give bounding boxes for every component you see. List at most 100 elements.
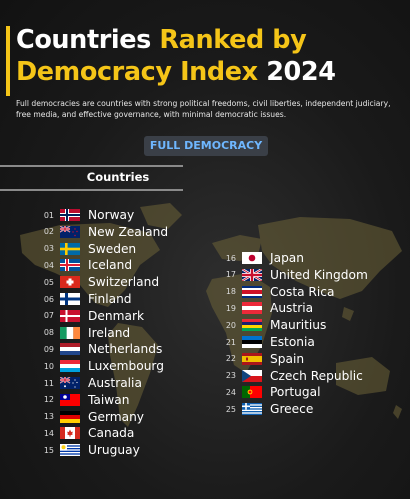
divider-bottom — [0, 189, 183, 191]
country-name: Canada — [88, 426, 135, 441]
country-row: 24 Portugal — [216, 384, 321, 400]
canada-flag — [60, 427, 80, 440]
country-row: 10 Luxembourg — [34, 358, 164, 374]
country-name: Taiwan — [88, 392, 130, 407]
norway-flag — [60, 209, 80, 221]
country-name: Ireland — [88, 325, 131, 340]
rank-number: 04 — [43, 260, 54, 270]
country-row: 23 Czech Republic — [216, 368, 363, 384]
country-name: Denmark — [88, 308, 145, 323]
country-name: New Zealand — [88, 224, 169, 239]
finland-flag — [60, 293, 80, 305]
rank-number: 01 — [43, 210, 54, 220]
portugal-flag — [242, 386, 262, 399]
country-row: 21 Estonia — [216, 334, 315, 350]
czech-republic-flag — [242, 369, 262, 382]
country-row: 02 New Zealand — [34, 224, 168, 240]
country-name: Australia — [88, 376, 142, 390]
luxembourg-flag — [60, 360, 80, 373]
rank-number: 11 — [43, 378, 54, 388]
australia-flag — [60, 377, 80, 389]
rank-number: 06 — [43, 294, 54, 304]
rank-number: 13 — [43, 412, 54, 422]
country-row: 04 Iceland — [34, 257, 132, 273]
spain-flag — [242, 352, 262, 365]
rank-number: 05 — [43, 277, 54, 287]
country-name: Austria — [270, 301, 314, 316]
mauritius-flag — [242, 319, 262, 332]
country-row: 20 Mauritius — [216, 317, 327, 333]
country-row: 08 Ireland — [34, 325, 130, 341]
world-map-graphic — [20, 203, 402, 427]
country-name: United Kingdom — [270, 267, 368, 282]
country-name: Switzerland — [88, 275, 160, 290]
japan-flag — [242, 252, 262, 264]
country-name: Greece — [270, 402, 314, 417]
divider-top — [0, 165, 183, 167]
country-row: 17 United Kingdom — [216, 267, 368, 283]
country-row: 13 Germany — [34, 409, 144, 425]
rank-number: 18 — [225, 287, 236, 297]
denmark-flag — [60, 309, 80, 322]
subtitle: Full democracies are countries with stro… — [16, 99, 391, 119]
country-row: 12 Taiwan — [34, 392, 130, 408]
united-kingdom-flag — [242, 268, 262, 281]
iceland-flag — [60, 259, 80, 272]
austria-flag — [242, 302, 262, 315]
country-row: 06 Finland — [34, 291, 132, 307]
country-row: 19 Austria — [216, 300, 313, 316]
rank-number: 19 — [225, 303, 236, 313]
title-white-text: Countries — [16, 25, 160, 55]
rank-number: 09 — [43, 344, 54, 354]
rank-number: 24 — [225, 387, 236, 397]
rank-number: 21 — [225, 337, 236, 347]
title-highlight-text-2: Democracy Index — [16, 57, 267, 87]
country-row: 05 Switzerland — [34, 274, 159, 290]
rank-number: 23 — [225, 371, 236, 381]
country-name: Netherlands — [88, 342, 163, 357]
country-row: 01 Norway — [34, 207, 134, 223]
country-row: 09 Netherlands — [34, 341, 162, 357]
country-name: Germany — [88, 409, 145, 424]
sweden-flag — [60, 242, 80, 255]
country-name: Spain — [270, 351, 305, 366]
rank-number: 15 — [43, 445, 54, 455]
rank-number: 14 — [43, 428, 54, 438]
rank-number: 12 — [43, 395, 54, 405]
country-row: 18 Costa Rica — [216, 284, 335, 300]
rank-number: 02 — [43, 227, 54, 237]
rank-number: 07 — [43, 311, 54, 321]
country-row: 25 Greece — [216, 401, 314, 417]
country-name: Iceland — [88, 258, 133, 273]
costa-rica-flag — [242, 285, 262, 298]
country-row: 07 Denmark — [34, 308, 144, 324]
rank-number: 16 — [225, 253, 236, 263]
column-header: Countries — [86, 170, 150, 184]
rank-number: 20 — [225, 320, 236, 330]
estonia-flag — [242, 336, 262, 348]
country-row: 22 Spain — [216, 351, 304, 367]
country-name: Sweden — [88, 241, 137, 256]
uruguay-flag — [60, 444, 80, 457]
new-zealand-flag — [60, 225, 80, 238]
taiwan-flag — [60, 393, 80, 406]
country-name: Japan — [270, 251, 304, 265]
country-row: 15 Uruguay — [34, 442, 140, 458]
country-row: 14 Canada — [34, 425, 135, 441]
switzerland-flag — [60, 276, 80, 289]
title-highlight-text: Ranked by — [159, 25, 307, 55]
country-name: Uruguay — [88, 443, 140, 458]
germany-flag — [60, 410, 80, 423]
rank-number: 08 — [43, 328, 54, 338]
greece-flag — [242, 403, 262, 416]
country-row: 03 Sweden — [34, 241, 136, 257]
rank-number: 10 — [43, 361, 54, 371]
rank-number: 17 — [225, 270, 236, 280]
country-row: 11 Australia — [34, 375, 142, 391]
rank-number: 03 — [43, 244, 54, 254]
rank-number: 22 — [225, 354, 236, 364]
country-name: Luxembourg — [88, 359, 164, 374]
country-row: 16 Japan — [216, 250, 304, 266]
ireland-flag — [60, 326, 80, 339]
country-name: Estonia — [270, 335, 315, 349]
